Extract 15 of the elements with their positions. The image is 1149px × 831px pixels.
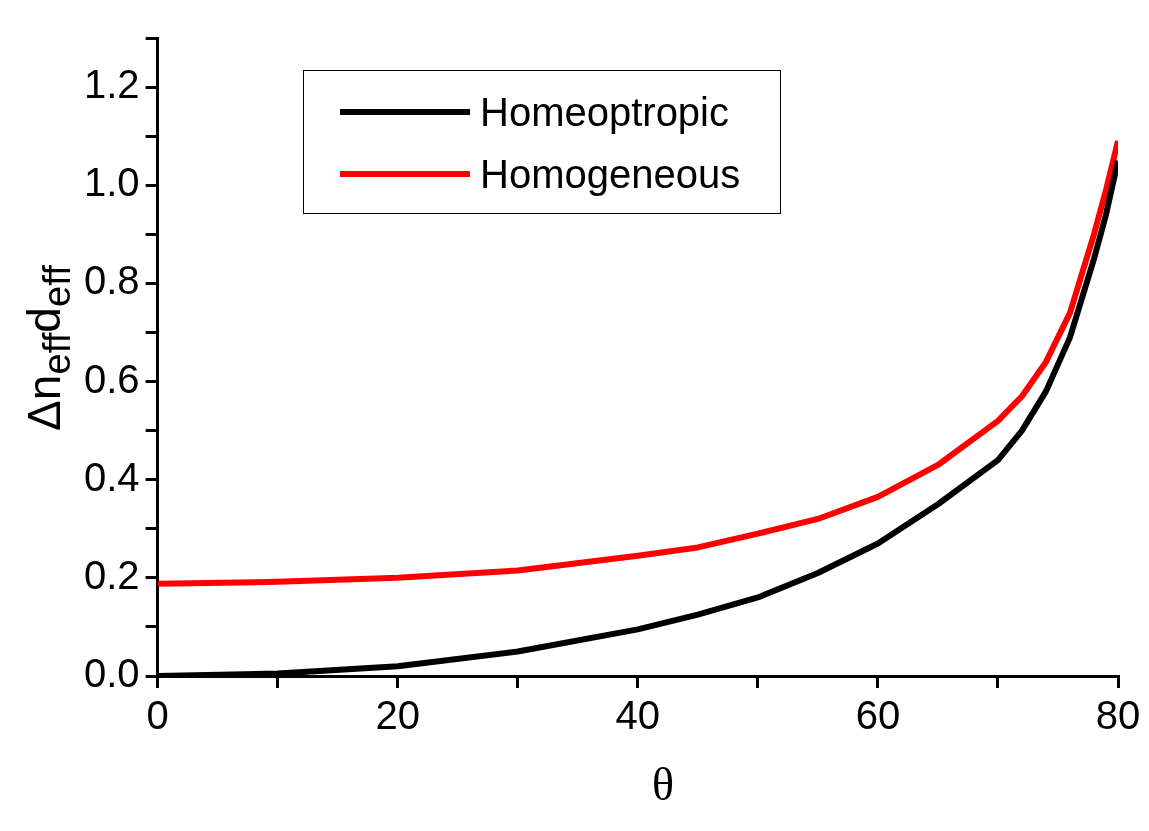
legend-label: Homogeneous [480, 151, 741, 198]
y-tick-label: 0.4 [84, 454, 140, 499]
x-tick-label: 40 [615, 693, 661, 738]
y-tick-label: 1.0 [84, 160, 140, 205]
x-tick-label: 0 [146, 693, 169, 738]
legend-label: Homeoptropic [480, 89, 730, 136]
x-tick-label: 80 [1095, 693, 1141, 738]
x-tick-label: 20 [375, 693, 420, 738]
y-tick-label: 0.8 [84, 258, 140, 303]
y-tick-label: 1.2 [84, 62, 140, 107]
y-tick-label: 0.2 [84, 552, 140, 597]
text: 0.0 [84, 651, 140, 696]
x-tick-label: 60 [855, 693, 901, 738]
x-axis-title: θ [651, 758, 675, 811]
y-tick-label: 0.6 [84, 356, 140, 401]
